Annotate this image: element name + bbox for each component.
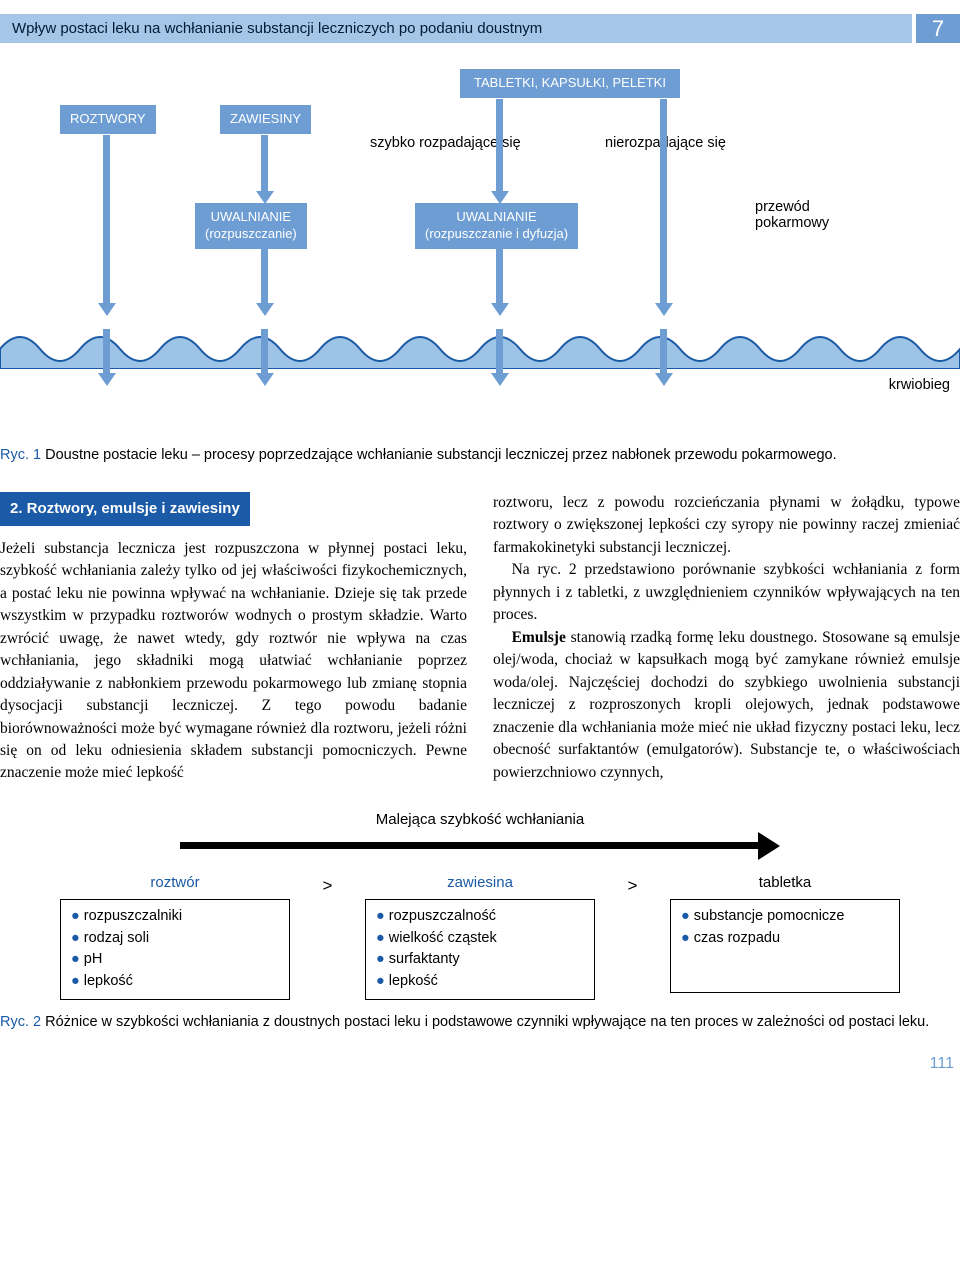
d2-title: Malejąca szybkość wchłaniania [0, 811, 960, 828]
arrow-tabl-left [496, 99, 503, 193]
box-roztwory: ROZTWORY [60, 105, 156, 134]
diagram-absorption-speed: Malejąca szybkość wchłaniania roztwór ●r… [0, 811, 960, 1000]
d2-list-0: ●rozpuszczalniki ●rodzaj soli ●pH ●lepko… [60, 899, 290, 1000]
col1-para: Jeżeli substancja lecznicza jest rozpusz… [0, 538, 467, 785]
d2-b-1-0: rozpuszczalność [389, 908, 496, 924]
d2-name-0: roztwór [60, 874, 290, 891]
d2-list-1: ●rozpuszczalność ●wielkość cząstek ●surf… [365, 899, 595, 1000]
membrane-wave [0, 319, 960, 369]
d2-b-2-1: czas rozpadu [694, 930, 780, 946]
d2-list-2: ●substancje pomocnicze ●czas rozpadu [670, 899, 900, 993]
fig2-text: Różnice w szybkości wchłaniania z doustn… [45, 1014, 929, 1030]
page-header-number: 7 [916, 14, 960, 43]
arrow-tabl-left-down [496, 247, 503, 305]
d2-b-0-2: pH [84, 951, 103, 967]
page-number-bottom: 111 [0, 1055, 960, 1073]
box-uwalnianie-2: UWALNIANIE (rozpuszczanie i dyfuzja) [415, 203, 578, 249]
emulsje-bold: Emulsje [512, 629, 566, 646]
body-col-right: roztworu, lecz z powodu rozcieńczania pł… [493, 492, 960, 785]
d2-gt-1: > [621, 874, 645, 896]
d2-arrow [180, 832, 780, 862]
body-columns: 2. Roztwory, emulsje i zawiesiny Jeżeli … [0, 492, 960, 785]
arrow-roztwory-through [103, 329, 110, 375]
body-col-left: 2. Roztwory, emulsje i zawiesiny Jeżeli … [0, 492, 467, 785]
box-zawiesiny: ZAWIESINY [220, 105, 311, 134]
d2-b-2-0: substancje pomocnicze [694, 908, 845, 924]
section-2-heading: 2. Roztwory, emulsje i zawiesiny [0, 492, 250, 526]
diagram-dissolution: ROZTWORY ZAWIESINY TABLETKI, KAPSUŁKI, P… [0, 69, 960, 439]
d2-row: roztwór ●rozpuszczalniki ●rodzaj soli ●p… [60, 874, 900, 1000]
box-tabletki: TABLETKI, KAPSUŁKI, PELETKI [460, 69, 680, 98]
d2-gt-0: > [316, 874, 340, 896]
arrow-zawiesiny-down [261, 247, 268, 305]
d2-b-1-1: wielkość cząstek [389, 930, 497, 946]
label-przewod: przewód pokarmowy [755, 199, 829, 231]
d2-name-1: zawiesina [365, 874, 595, 891]
page-header: Wpływ postaci leku na wchłanianie substa… [0, 14, 960, 43]
d2-b-0-3: lepkość [84, 973, 133, 989]
d2-b-0-1: rodzaj soli [84, 930, 149, 946]
figure2-caption: Ryc. 2 Różnice w szybkości wchłaniania z… [0, 1012, 960, 1033]
fig2-ryc: Ryc. 2 [0, 1014, 41, 1030]
arrow-tabl-left-through [496, 329, 503, 375]
page-header-title: Wpływ postaci leku na wchłanianie substa… [0, 14, 912, 43]
d2-b-0-0: rozpuszczalniki [84, 908, 182, 924]
fig1-text: Doustne postacie leku – procesy poprzedz… [45, 447, 837, 463]
arrow-tabl-right-through [660, 329, 667, 375]
figure1-caption: Ryc. 1 Doustne postacie leku – procesy p… [0, 445, 960, 466]
d2-item-2: tabletka ●substancje pomocnicze ●czas ro… [670, 874, 900, 993]
d2-item-1: zawiesina ●rozpuszczalność ●wielkość czą… [365, 874, 595, 1000]
arrow-zaw-through [261, 329, 268, 375]
d2-item-0: roztwór ●rozpuszczalniki ●rodzaj soli ●p… [60, 874, 290, 1000]
arrow-roztwory [103, 135, 110, 305]
arrow-zawiesiny-short [261, 135, 268, 193]
col2-para1: roztworu, lecz z powodu rozcieńczania pł… [493, 492, 960, 559]
arrow-tabl-right [660, 99, 667, 305]
d2-b-1-2: surfaktanty [389, 951, 460, 967]
fig1-ryc: Ryc. 1 [0, 447, 41, 463]
col2-para3: Emulsje stanowią rzadką formę leku doust… [493, 627, 960, 784]
label-krwiobieg: krwiobieg [889, 377, 950, 393]
d2-b-1-3: lepkość [389, 973, 438, 989]
col2-para3-rest: stanowią rzadką formę leku doustnego. St… [493, 629, 960, 781]
col2-para2: Na ryc. 2 przedstawiono porównanie szybk… [493, 559, 960, 626]
d2-name-2: tabletka [670, 874, 900, 891]
box-uwalnianie-1: UWALNIANIE (rozpuszczanie) [195, 203, 307, 249]
